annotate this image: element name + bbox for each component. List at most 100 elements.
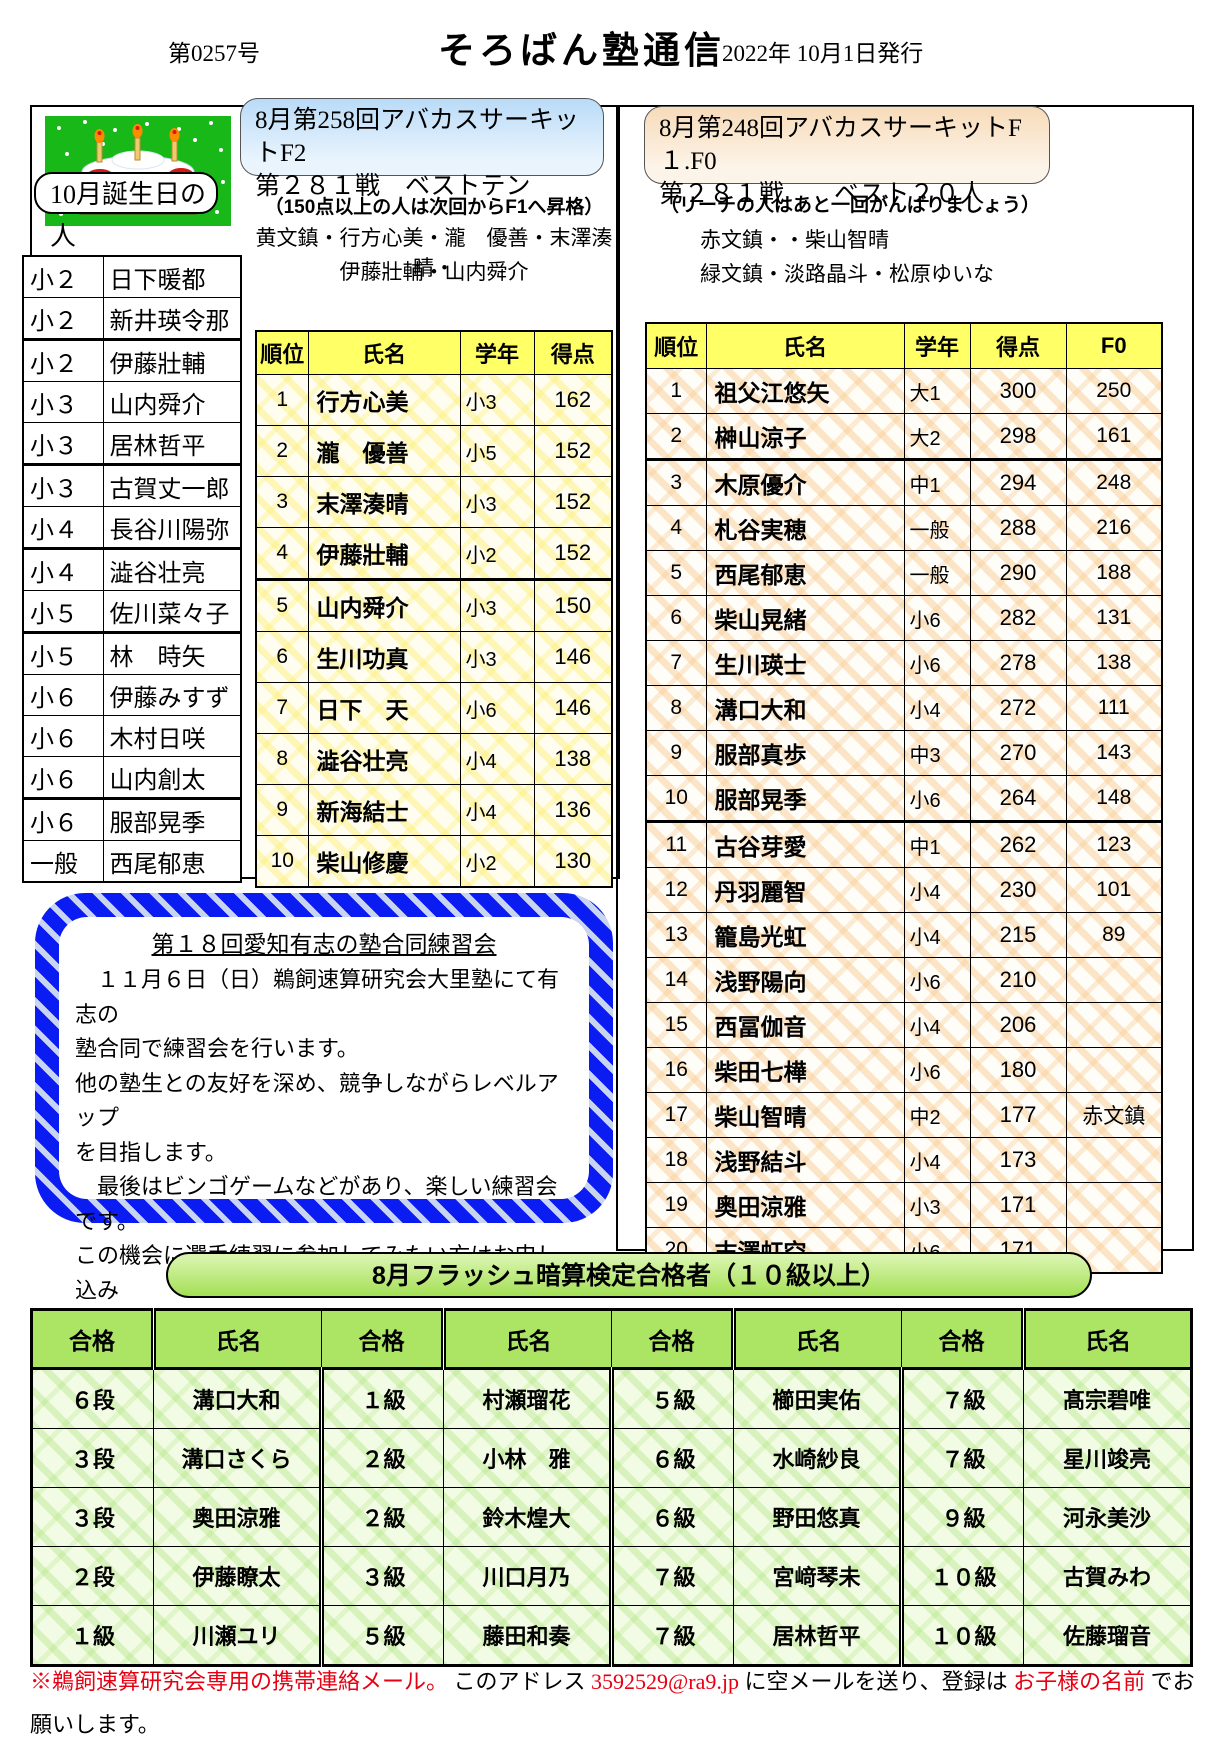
f2-row: 5 山内舜介 小3 150 (256, 580, 612, 632)
rank-cell: 1 (256, 375, 308, 426)
birthday-row: 小３ 山内舜介 (23, 382, 241, 423)
pass-cell: ７級 (902, 1369, 1024, 1429)
name-cell: 西尾郁恵 (706, 551, 904, 596)
flash-header-cell: 合格 (32, 1310, 154, 1369)
f1-table-head: 順位 氏名 学年 得点 F0 (646, 323, 1162, 369)
rank-cell: 3 (646, 460, 706, 506)
pass-cell: ６段 (32, 1369, 154, 1429)
score-cell: 278 (970, 641, 1066, 686)
rank-cell: 15 (646, 1003, 706, 1048)
rank-cell: 2 (256, 426, 308, 477)
name-cell: 澁谷壮亮 (103, 549, 241, 591)
flash-header-cell: 氏名 (734, 1310, 902, 1369)
f0-cell: 148 (1066, 776, 1162, 822)
grade-cell: 小4 (904, 1138, 970, 1183)
score-cell: 171 (970, 1183, 1066, 1228)
f1-reach-names-line2: 緑文鎮・淡路晶斗・松原ゆいな (700, 258, 1060, 288)
name-cell: 新海結士 (308, 785, 460, 836)
name-cell: 柴山修慶 (308, 836, 460, 888)
f1-row: 18 浅野結斗 小4 173 (646, 1138, 1162, 1183)
score-cell: 130 (534, 836, 612, 888)
flash-anzan-table: 合格 氏名 合格 氏名 合格 氏名 合格 氏名 (30, 1308, 1193, 1667)
grade-cell: 小6 (460, 683, 534, 734)
rank-header: 順位 (646, 323, 706, 369)
f1-reach-note: （リーチの人はあと一回がんばりましょう） (648, 190, 1052, 217)
grade-cell: 小６ (23, 757, 103, 799)
f2-section-header: 8月第258回アバカスサーキットF2 第２８１戦 ベストテン (240, 98, 604, 176)
rank-cell: 18 (646, 1138, 706, 1183)
event-text-line: 最後はビンゴゲームなどがあり、楽しい練習会です。 (75, 1170, 573, 1239)
score-header: 得点 (970, 323, 1066, 369)
name-cell: 長谷川陽弥 (103, 507, 241, 549)
flash-header-cell: 氏名 (1024, 1310, 1192, 1369)
rank-cell: 3 (256, 477, 308, 528)
f1-section-header: 8月第248回アバカスサーキットF１.F0 第２８１戦 ベスト２０人 (644, 106, 1050, 184)
rank-cell: 10 (646, 776, 706, 822)
grade-header: 学年 (904, 323, 970, 369)
f1-row: 17 柴山智晴 中2 177 赤文鎮 (646, 1093, 1162, 1138)
name-cell: 伊藤壯輔 (308, 528, 460, 580)
grade-cell: 小6 (904, 776, 970, 822)
grade-cell: 小３ (23, 465, 103, 507)
grade-cell: 中1 (904, 822, 970, 868)
f0-cell: 131 (1066, 596, 1162, 641)
rank-cell: 5 (646, 551, 706, 596)
issue-number: 第0257号 (168, 34, 260, 68)
rank-cell: 14 (646, 958, 706, 1003)
f0-cell: 248 (1066, 460, 1162, 506)
flash-row: ３段 溝口さくら ２級 小林 雅 ６級 水崎紗良 ７級 星川竣亮 (32, 1429, 1192, 1488)
name-cell: 川瀬ユリ (154, 1606, 322, 1666)
name-cell: 山内舜介 (103, 382, 241, 423)
f1-row: 10 服部晃季 小6 264 148 (646, 776, 1162, 822)
rank-cell: 13 (646, 913, 706, 958)
pass-cell: ９級 (902, 1488, 1024, 1547)
f1-row: 16 柴田七樺 小6 180 (646, 1048, 1162, 1093)
rank-cell: 9 (646, 731, 706, 776)
f0-cell: 161 (1066, 414, 1162, 460)
score-cell: 152 (534, 477, 612, 528)
rank-cell: 8 (646, 686, 706, 731)
birthday-row: 小６ 木村日咲 (23, 716, 241, 757)
grade-cell: 小２ (23, 256, 103, 298)
birthday-row: 小６ 伊藤みすず (23, 675, 241, 716)
name-cell: 柴田七樺 (706, 1048, 904, 1093)
name-cell: 丹羽麗智 (706, 868, 904, 913)
grade-cell: 小５ (23, 591, 103, 633)
birthday-row: 小２ 日下暖都 (23, 256, 241, 298)
grade-cell: 小３ (23, 423, 103, 465)
grade-cell: 小６ (23, 716, 103, 757)
footer-note: ※鵜飼速算研究会専用の携帯連絡メール。 このアドレス 3592529@ra9.j… (30, 1660, 1198, 1746)
grade-cell: 一般 (904, 506, 970, 551)
flash-header-cell: 合格 (612, 1310, 734, 1369)
f0-cell (1066, 1138, 1162, 1183)
name-cell: 藤田和奏 (444, 1606, 612, 1666)
pass-cell: ３段 (32, 1429, 154, 1488)
pass-cell: ６級 (612, 1488, 734, 1547)
name-cell: 末澤湊晴 (308, 477, 460, 528)
name-cell: 日下 天 (308, 683, 460, 734)
footer-text-segment: ※鵜飼速算研究会専用の携帯連絡メール。 (30, 1669, 448, 1694)
name-cell: 生川功真 (308, 632, 460, 683)
birthday-row: 一般 西尾郁恵 (23, 841, 241, 883)
event-box-inner: 第１８回愛知有志の塾合同練習会 １１月６日（日）鵜飼速算研究会大里塾にて有志の … (59, 917, 589, 1199)
birthday-row: 小６ 服部晃季 (23, 799, 241, 841)
name-cell: 柴山晃緒 (706, 596, 904, 641)
score-cell: 210 (970, 958, 1066, 1003)
grade-cell: 小４ (23, 507, 103, 549)
f1-row: 12 丹羽麗智 小4 230 101 (646, 868, 1162, 913)
birthday-row: 小５ 林 時矢 (23, 633, 241, 675)
publish-date: 2022年 10月1日発行 (722, 34, 923, 68)
pass-cell: ３級 (322, 1547, 444, 1606)
f2-row: 4 伊藤壯輔 小2 152 (256, 528, 612, 580)
f2-ranking-table: 順位 氏名 学年 得点 1 行方心美 小3 162 2 瀧 優善 小5 (255, 330, 613, 888)
f0-cell: 89 (1066, 913, 1162, 958)
grade-cell: 小3 (460, 580, 534, 632)
f1-row: 7 生川瑛士 小6 278 138 (646, 641, 1162, 686)
name-cell: 林 時矢 (103, 633, 241, 675)
pass-cell: ５級 (612, 1369, 734, 1429)
flash-table-body: ６段 溝口大和 １級 村瀬瑠花 ５級 櫛田実佑 ７級 髙宗碧唯 ３段 溝口さくら… (32, 1369, 1192, 1666)
name-cell: 宮﨑琴未 (734, 1547, 902, 1606)
name-cell: 水崎紗良 (734, 1429, 902, 1488)
name-cell: 服部晃季 (706, 776, 904, 822)
rank-cell: 10 (256, 836, 308, 888)
